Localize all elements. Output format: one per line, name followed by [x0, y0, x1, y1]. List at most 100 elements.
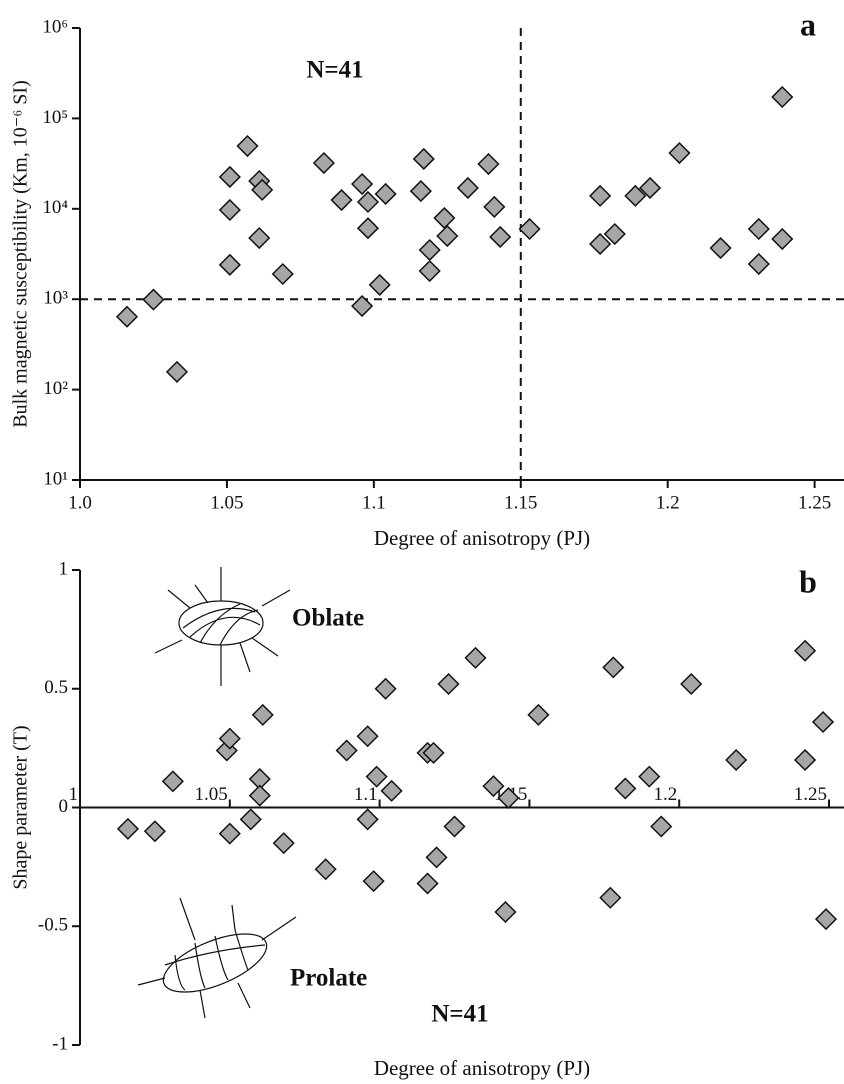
y-axis-title: Bulk magnetic susceptibility (Km, 10⁻⁶ S…	[10, 80, 32, 428]
data-point	[218, 253, 241, 276]
data-point	[380, 779, 403, 802]
data-point	[356, 217, 380, 240]
data-point	[793, 748, 817, 772]
data-point	[374, 182, 397, 206]
x-tick-label: 1.05	[195, 784, 228, 805]
data-point	[456, 176, 479, 200]
data-point	[116, 817, 139, 840]
data-point	[356, 725, 379, 748]
data-point	[793, 639, 817, 662]
data-point	[351, 294, 374, 318]
data-point	[771, 85, 794, 109]
data-point	[422, 741, 445, 764]
data-point	[236, 134, 259, 158]
oblate-icon	[154, 567, 291, 686]
data-point	[239, 808, 262, 831]
data-point	[374, 677, 397, 700]
data-point	[362, 870, 385, 893]
data-point	[482, 775, 505, 798]
data-point	[165, 360, 189, 383]
data-point	[314, 858, 337, 881]
data-point	[356, 190, 380, 214]
y-tick-label: 10⁶	[42, 16, 68, 37]
data-point	[351, 172, 374, 196]
y-axis-title: Shape parameter (T)	[10, 725, 32, 889]
data-point	[602, 656, 625, 679]
data-point	[425, 846, 448, 869]
data-point	[599, 886, 622, 909]
data-point	[248, 226, 271, 250]
x-tick-label: 1.1	[362, 492, 386, 513]
data-point	[356, 808, 379, 831]
data-point	[218, 198, 241, 222]
data-point	[418, 238, 441, 262]
y-tick-label: 10⁵	[42, 107, 68, 128]
data-point	[142, 288, 165, 311]
x-tick-label: 1.0	[68, 492, 92, 513]
data-point	[312, 151, 335, 175]
x-tick-label: 1.2	[656, 492, 680, 513]
data-point	[650, 815, 673, 838]
data-point	[143, 820, 166, 843]
x-tick-label: 1.1	[354, 784, 378, 805]
x-tick-label: 1	[69, 784, 79, 805]
annotation: Oblate	[292, 605, 364, 632]
x-tick-label: 1.05	[210, 492, 243, 513]
data-point	[668, 141, 691, 165]
data-point	[416, 872, 439, 895]
data-point	[639, 176, 662, 200]
y-tick-label: 10³	[43, 288, 68, 309]
data-point	[747, 217, 770, 241]
annotation: N=41	[431, 1001, 488, 1028]
y-tick-label: -1	[52, 1033, 68, 1054]
data-point	[518, 217, 541, 241]
y-tick-label: 10⁴	[42, 197, 68, 218]
data-point	[589, 232, 612, 256]
data-point	[218, 727, 241, 750]
data-point	[368, 273, 391, 296]
x-tick-label: 1.2	[653, 784, 677, 805]
data-point	[418, 259, 441, 283]
data-point	[497, 786, 520, 810]
data-point	[624, 184, 647, 207]
y-tick-label: -0.5	[38, 915, 68, 936]
data-point	[218, 822, 241, 845]
data-point	[443, 815, 466, 838]
data-point	[811, 710, 835, 734]
y-tick-label: 1	[59, 558, 69, 579]
data-point	[335, 739, 358, 762]
data-point	[771, 227, 794, 251]
data-point	[218, 165, 241, 189]
data-point	[477, 152, 500, 176]
data-point	[437, 672, 460, 696]
data-point	[464, 646, 487, 669]
data-point	[436, 224, 459, 248]
x-axis-title: Degree of anisotropy (PJ)	[374, 526, 590, 550]
panel-label: b	[799, 563, 817, 599]
x-axis-title: Degree of anisotropy (PJ)	[374, 1056, 590, 1080]
y-tick-label: 10²	[43, 378, 68, 399]
annotation: Prolate	[290, 965, 367, 992]
data-point	[603, 222, 626, 246]
data-point	[709, 236, 732, 260]
data-point	[814, 908, 838, 931]
data-point	[115, 305, 139, 328]
data-point	[638, 765, 661, 788]
data-point	[614, 777, 637, 800]
data-point	[527, 703, 550, 726]
x-tick-label: 1.15	[504, 492, 537, 513]
data-point	[409, 180, 432, 203]
data-point	[161, 770, 184, 793]
data-point	[589, 184, 612, 207]
data-point	[330, 188, 353, 212]
data-point	[483, 195, 506, 218]
data-point	[747, 252, 770, 276]
data-point	[433, 206, 456, 230]
data-point	[251, 178, 274, 201]
panel-label: a	[800, 6, 816, 42]
data-point	[412, 147, 435, 171]
data-point	[680, 672, 703, 696]
data-point	[251, 703, 274, 726]
data-point	[365, 765, 388, 788]
